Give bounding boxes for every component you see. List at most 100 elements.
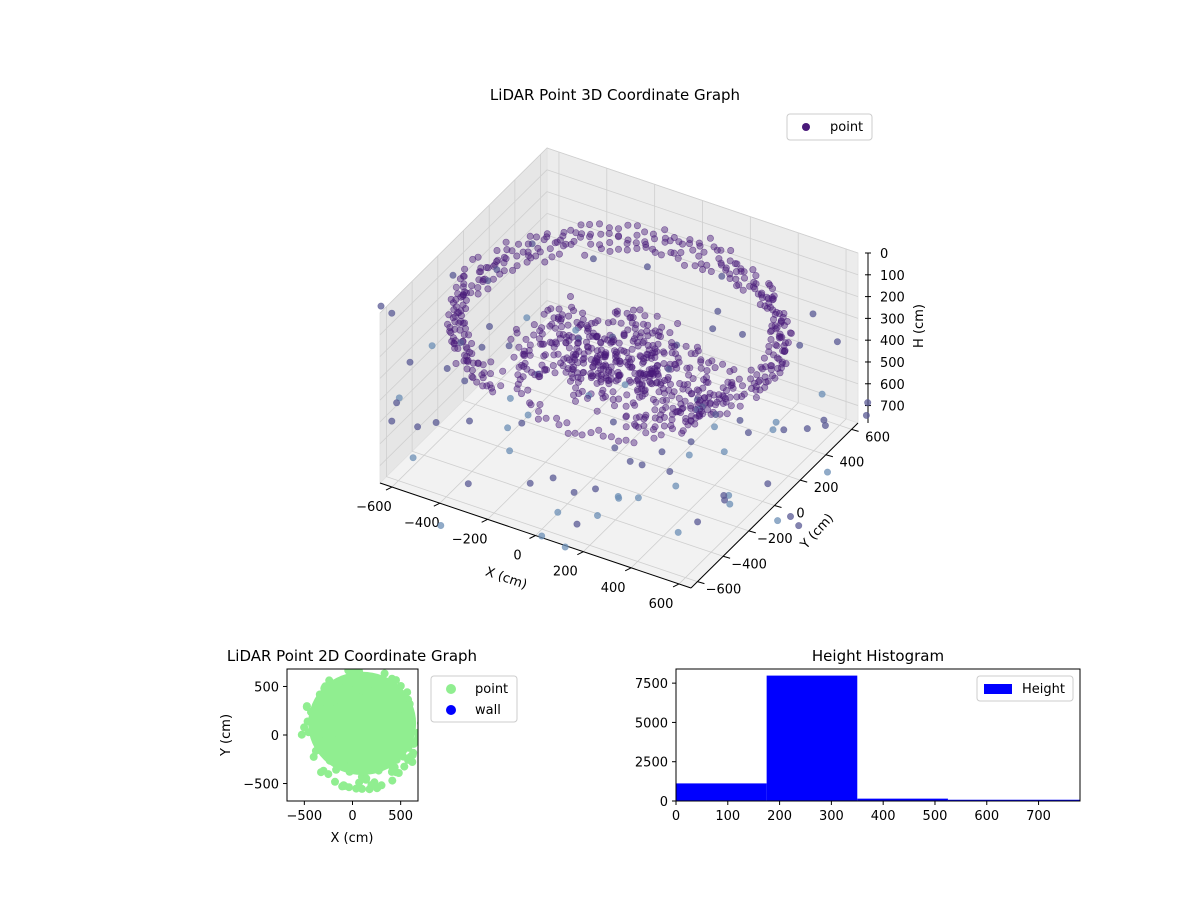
point-3d [564,321,572,329]
point-3d [432,418,440,426]
point-3d [548,320,556,328]
point-2d [339,701,348,710]
point-3d [768,285,776,293]
point-3d [752,272,760,280]
point-3d [738,382,746,390]
point-3d [457,312,465,320]
point-3d [530,331,538,339]
z-tick-label-3d: 200 [880,291,905,306]
point-3d [649,371,657,379]
point-3d [704,378,712,386]
chart-2d-title: LiDAR Point 2D Coordinate Graph [227,647,477,665]
point-3d [512,325,520,333]
point-3d [503,246,511,254]
point-3d [622,436,630,444]
point-3d [515,343,523,351]
3d-point-cloud [377,220,872,551]
point-3d [463,345,471,353]
point-3d [656,416,664,424]
floor-grid-y [386,476,698,583]
point-3d [623,246,631,254]
point-3d [586,233,594,241]
point-3d [626,314,634,322]
point-3d [624,221,632,229]
point-3d [719,360,727,368]
point-3d [615,395,623,403]
point-3d [780,426,788,434]
point-2d [373,783,382,792]
point-3d [786,512,794,520]
y-tick-label-hist: 5000 [635,716,668,731]
point-3d [571,429,579,437]
chart-2d-ticks: −500 0 500 −500 0 500 [243,680,413,824]
back-grid-z [546,169,859,276]
point-2d [331,738,340,747]
point-3d [624,326,632,334]
point-3d [454,344,462,352]
point-3d [599,365,607,373]
point-3d [553,414,561,422]
point-3d [584,324,592,332]
point-3d [747,375,755,383]
point-3d [648,380,656,388]
point-3d [505,342,513,350]
point-3d [587,319,595,327]
point-2d [335,682,344,691]
point-2d [346,694,354,703]
x-tick-label-hist: 300 [819,809,844,824]
point-3d [647,354,655,362]
point-3d [608,338,616,346]
point-3d [668,392,676,400]
left-grid-z [379,256,548,423]
point-3d [767,327,775,335]
point-2d [392,755,401,764]
x-tick-mark-3d [433,502,441,507]
point-3d [530,321,538,329]
point-3d [622,402,630,410]
point-3d [621,381,629,389]
point-3d [449,314,457,322]
point-3d [691,420,699,428]
point-3d [597,366,605,374]
point-3d [486,370,494,378]
point-2d [400,762,409,771]
point-2d [339,758,348,767]
point-3d [496,270,504,278]
point-3d [661,238,669,246]
point-3d [456,275,464,283]
z-axis-label-3d: H (cm) [912,304,927,348]
3d-panes [379,147,859,589]
point-3d [599,432,607,440]
point-3d [566,377,574,385]
point-3d [513,329,521,337]
point-3d [644,321,652,329]
x-tick-label-hist: 500 [923,809,948,824]
point-3d [729,384,737,392]
point-2d [405,700,414,708]
point-3d [469,255,477,263]
point-3d [697,358,705,366]
point-3d [670,388,678,396]
point-3d [536,248,544,256]
point-3d [769,426,777,434]
point-3d [537,340,545,348]
y-tick-mark-3d [722,555,731,559]
point-3d [461,265,469,273]
point-3d [607,433,615,441]
point-3d [714,307,722,315]
point-3d [823,468,831,476]
legend-3d: point [786,113,873,141]
point-3d [685,451,693,459]
point-3d [569,374,577,382]
point-3d [478,343,486,351]
point-3d [651,248,659,256]
point-2d [332,765,341,774]
point-3d [580,359,588,367]
point-3d [515,363,523,371]
point-3d [502,255,510,263]
y-tick-mark-3d [851,428,859,432]
point-3d [740,274,748,282]
point-2d [345,767,354,776]
back-grid-z [546,234,859,341]
point-3d [574,378,582,386]
